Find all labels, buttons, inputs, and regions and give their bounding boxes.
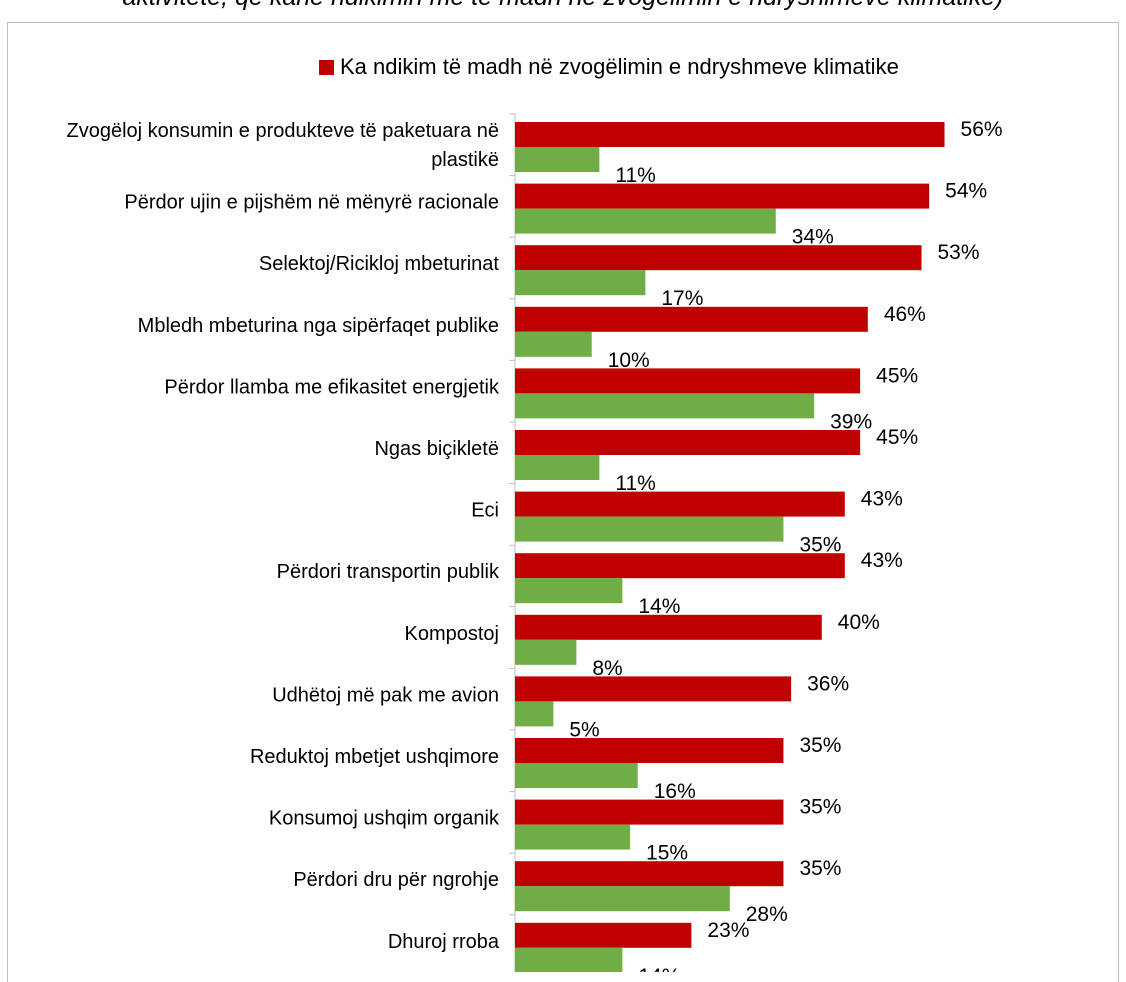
category-label: Përdori transportin publik: [277, 561, 500, 583]
data-label-series-1: 43%: [861, 488, 903, 511]
bar-series-1: [515, 183, 930, 209]
bar-series-1: [515, 738, 784, 763]
bar-series-2: [515, 886, 730, 912]
bar-series-1: [515, 122, 945, 147]
category-label: Përdori dru për ngrohje: [293, 869, 499, 891]
bar-series-2: [515, 763, 638, 788]
data-label-series-1: 45%: [876, 364, 918, 387]
bar-series-1: [515, 245, 922, 271]
data-label-series-2: 11%: [615, 472, 655, 495]
data-label-series-1: 53%: [938, 241, 980, 264]
chart-frame: [7, 22, 1119, 982]
bar-series-1: [515, 614, 822, 640]
category-label-line: plastikë: [431, 149, 499, 171]
bar-series-1: [515, 430, 861, 455]
data-label-series-2: 15%: [646, 842, 688, 865]
category-label-line: Zvogëloj konsumin e produkteve të paketu…: [67, 120, 500, 142]
bar-series-2: [515, 516, 784, 542]
category-label: Përdor ujin e pijshëm në mënyrë racional…: [124, 192, 499, 214]
data-label-series-1: 54%: [945, 180, 987, 203]
category-label: Selektoj/Ricikloj mbeturinat: [259, 253, 500, 275]
bar-series-1: [515, 491, 845, 517]
data-label-series-2: 8%: [592, 657, 622, 680]
data-label-series-1: 35%: [799, 857, 841, 880]
bar-series-2: [515, 701, 554, 727]
data-label-series-2: 14%: [638, 965, 680, 972]
bar-series-1: [515, 676, 792, 702]
bar-series-1: [515, 861, 784, 887]
bar-series-2: [515, 824, 631, 850]
bar-series-2: [515, 147, 600, 172]
data-label-series-2: 14%: [638, 595, 680, 618]
bar-series-1: [515, 368, 861, 394]
data-label-series-1: 35%: [799, 734, 841, 757]
data-label-series-2: 39%: [830, 410, 872, 433]
data-label-series-1: 36%: [807, 672, 849, 695]
data-label-series-2: 34%: [792, 226, 834, 249]
category-label: Zvogëloj konsumin e produkteve të paketu…: [67, 120, 500, 171]
data-label-series-1: 56%: [961, 118, 1003, 141]
bar-series-2: [515, 331, 592, 357]
data-label-series-2: 16%: [654, 780, 696, 803]
category-label: Ngas biçikletë: [374, 438, 499, 460]
data-label-series-2: 11%: [615, 164, 655, 187]
data-label-series-1: 40%: [838, 611, 880, 634]
category-label: Mbledh mbeturina nga sipërfaqet publike: [138, 315, 499, 337]
legend-swatch-series-1: [319, 59, 334, 75]
data-label-series-1: 43%: [861, 549, 903, 572]
bar-series-2: [515, 947, 623, 972]
chart-title: aktivitete, që kanë ndikimin më të madh …: [0, 0, 1126, 12]
data-label-series-1: 45%: [876, 426, 918, 449]
bar-series-2: [515, 455, 600, 480]
chart-title-clip: aktivitete, që kanë ndikimin më të madh …: [0, 0, 1126, 18]
data-label-series-2: 28%: [746, 903, 788, 926]
data-label-series-1: 35%: [799, 796, 841, 819]
data-label-series-1: 23%: [707, 919, 749, 942]
category-label: Eci: [471, 500, 499, 522]
bar-series-2: [515, 208, 776, 234]
category-label: Udhëtoj më pak me avion: [272, 684, 499, 706]
category-label: Konsumoj ushqim organik: [269, 808, 500, 830]
data-label-series-2: 35%: [799, 534, 841, 557]
legend: Ka ndikim të madh në zvogëlimin e ndrysh…: [319, 53, 899, 81]
data-label-series-2: 17%: [661, 287, 703, 310]
bar-series-2: [515, 639, 577, 665]
bar-series-1: [515, 306, 868, 332]
bar-series-2: [515, 270, 646, 296]
category-label: Dhuroj rroba: [388, 931, 500, 953]
bar-series-2: [515, 393, 815, 419]
category-label: Kompostoj: [405, 623, 500, 645]
bar-series-1: [515, 799, 784, 825]
data-label-series-1: 46%: [884, 303, 926, 326]
bar-series-1: [515, 553, 845, 579]
legend-label-series-1: Ka ndikim të madh në zvogëlimin e ndrysh…: [340, 54, 899, 79]
bar-series-1: [515, 922, 692, 948]
category-label: Përdor llamba me efikasitet energjetik: [164, 376, 500, 398]
data-label-series-2: 10%: [608, 349, 650, 372]
bar-series-2: [515, 578, 623, 604]
data-label-series-2: 5%: [569, 718, 599, 741]
category-label: Reduktoj mbetjet ushqimore: [250, 746, 499, 768]
